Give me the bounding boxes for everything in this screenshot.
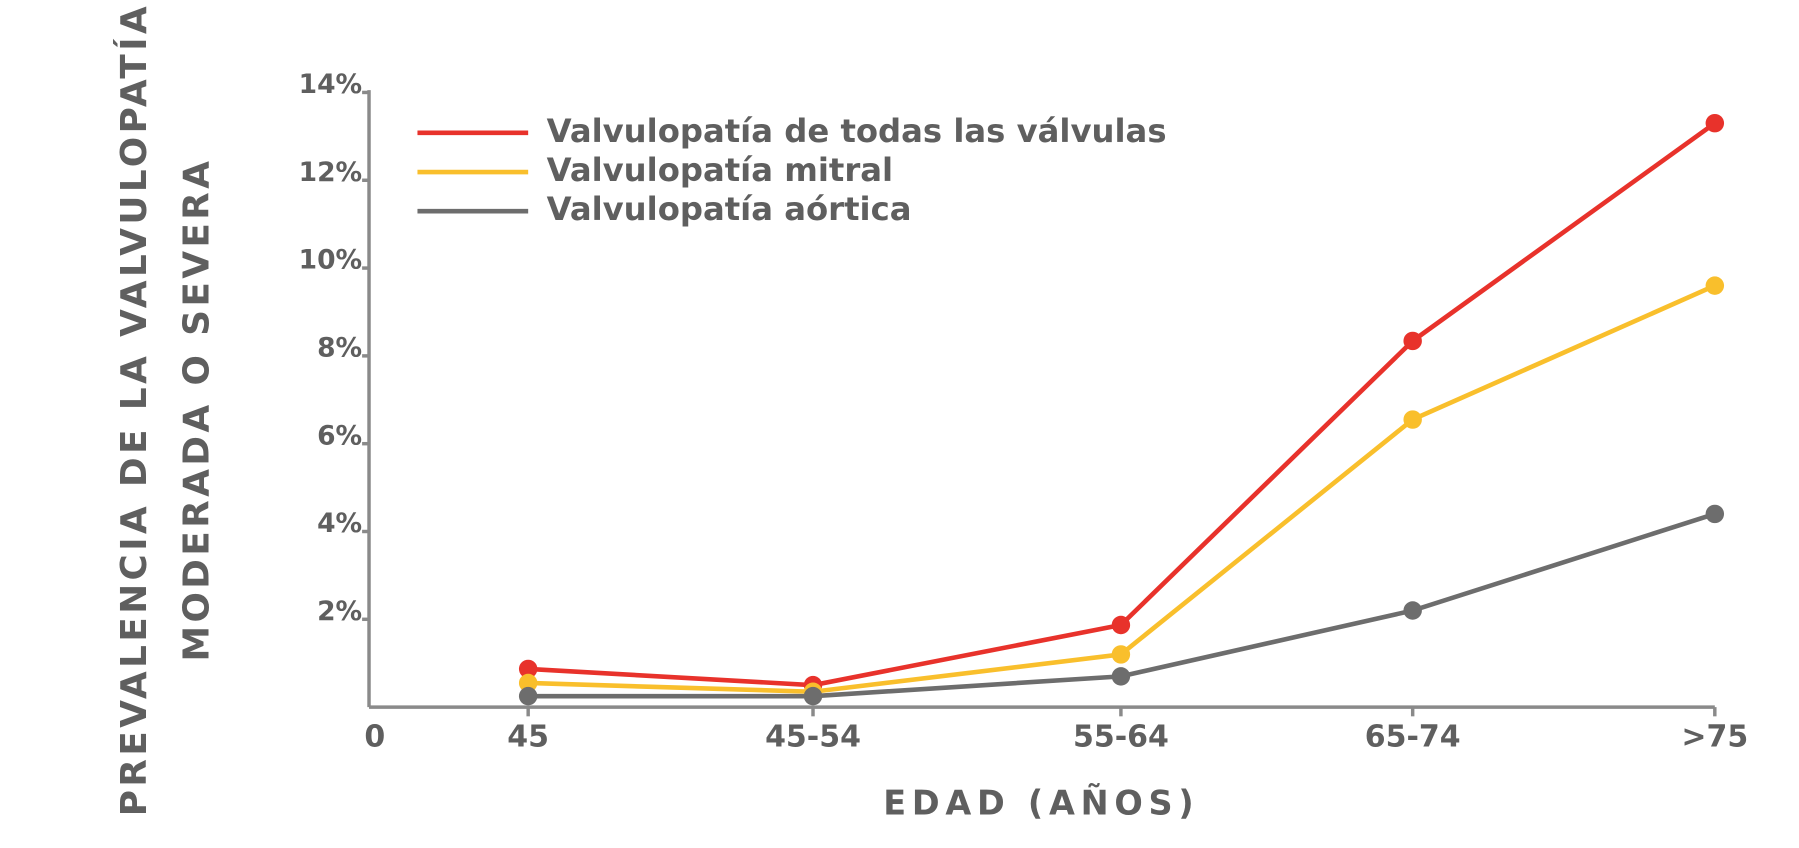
data-point [1403,410,1422,429]
data-point [1403,601,1422,620]
legend-label: Valvulopatía aórtica [547,190,912,228]
y-tick-label: 8% [317,332,362,363]
data-point [1705,276,1725,295]
data-point [518,659,538,679]
origin-label: 0 [364,720,385,755]
y-tick-label: 6% [317,420,362,451]
y-tick-label: 2% [317,596,362,627]
data-point [518,673,538,693]
data-point [1705,504,1725,524]
x-tick-label: 55-64 [1073,720,1169,755]
x-tick-label: 45-54 [765,720,861,755]
data-point [1705,113,1725,133]
data-point [1111,645,1131,664]
y-axis-title: PREVALENCIA DE LA VALVULOPATÍA MODERADA … [113,3,217,816]
x-tick-label: >75 [1681,720,1748,755]
data-point [518,686,538,706]
y-tick-label: 14% [299,69,362,100]
data-point [1111,615,1131,635]
data-point [1111,667,1131,686]
data-point [803,686,823,706]
legend-label: Valvulopatía de todas las válvulas [547,112,1167,150]
x-tick-label: 65-74 [1365,720,1461,755]
x-tick-label: 45 [507,720,549,755]
x-axis-title: EDAD (AÑOS) [883,783,1199,823]
legend-label: Valvulopatía mitral [547,151,893,189]
data-point [1403,331,1422,351]
y-tick-label: 4% [317,508,362,539]
y-axis-title-line: PREVALENCIA DE LA VALVULOPATÍA [113,3,155,816]
y-axis-title-line: MODERADA O SEVERA [176,158,217,662]
y-tick-label: 10% [299,245,362,276]
y-tick-label: 12% [299,157,362,188]
